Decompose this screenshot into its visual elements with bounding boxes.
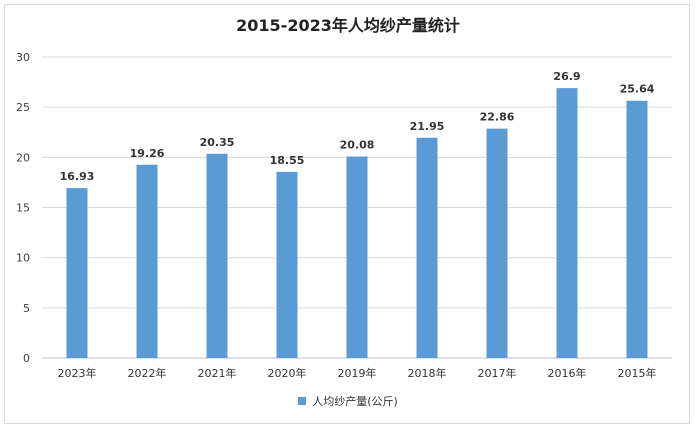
x-tick-label: 2021年	[198, 366, 237, 380]
bar	[136, 164, 158, 358]
x-tick-label: 2020年	[268, 366, 307, 380]
data-label: 16.93	[60, 170, 95, 183]
y-tick-label: 20	[16, 151, 30, 164]
bar	[276, 171, 298, 358]
x-tick-label: 2018年	[408, 366, 447, 380]
y-tick-label: 25	[16, 101, 30, 114]
y-tick-label: 30	[16, 51, 30, 64]
legend-swatch	[298, 397, 307, 405]
y-tick-label: 15	[16, 202, 30, 215]
y-tick-label: 5	[23, 302, 30, 315]
data-label: 25.64	[620, 83, 655, 96]
data-label: 22.86	[480, 111, 515, 124]
data-label: 26.9	[553, 70, 580, 83]
x-tick-label: 2016年	[548, 366, 587, 380]
x-tick-label: 2017年	[478, 366, 517, 380]
data-label: 20.08	[340, 139, 375, 152]
legend: 人均纱产量(公斤)	[0, 393, 696, 409]
x-tick-label: 2015年	[618, 366, 657, 380]
y-tick-label: 10	[16, 252, 30, 265]
bar	[626, 100, 648, 358]
data-label: 19.26	[130, 147, 165, 160]
x-tick-label: 2022年	[128, 366, 167, 380]
data-label: 21.95	[410, 120, 445, 133]
x-tick-label: 2019年	[338, 366, 377, 380]
data-label: 20.35	[200, 136, 235, 149]
bar	[556, 88, 578, 358]
x-tick-label: 2023年	[58, 366, 97, 380]
chart-title: 2015-2023年人均纱产量统计	[236, 16, 460, 35]
bar	[346, 156, 368, 358]
bar	[416, 137, 438, 358]
legend-label: 人均纱产量(公斤)	[312, 395, 398, 408]
y-tick-label: 0	[23, 352, 30, 365]
data-label: 18.55	[270, 154, 305, 167]
bar	[206, 153, 228, 358]
bar	[486, 128, 508, 358]
bar	[66, 188, 88, 358]
